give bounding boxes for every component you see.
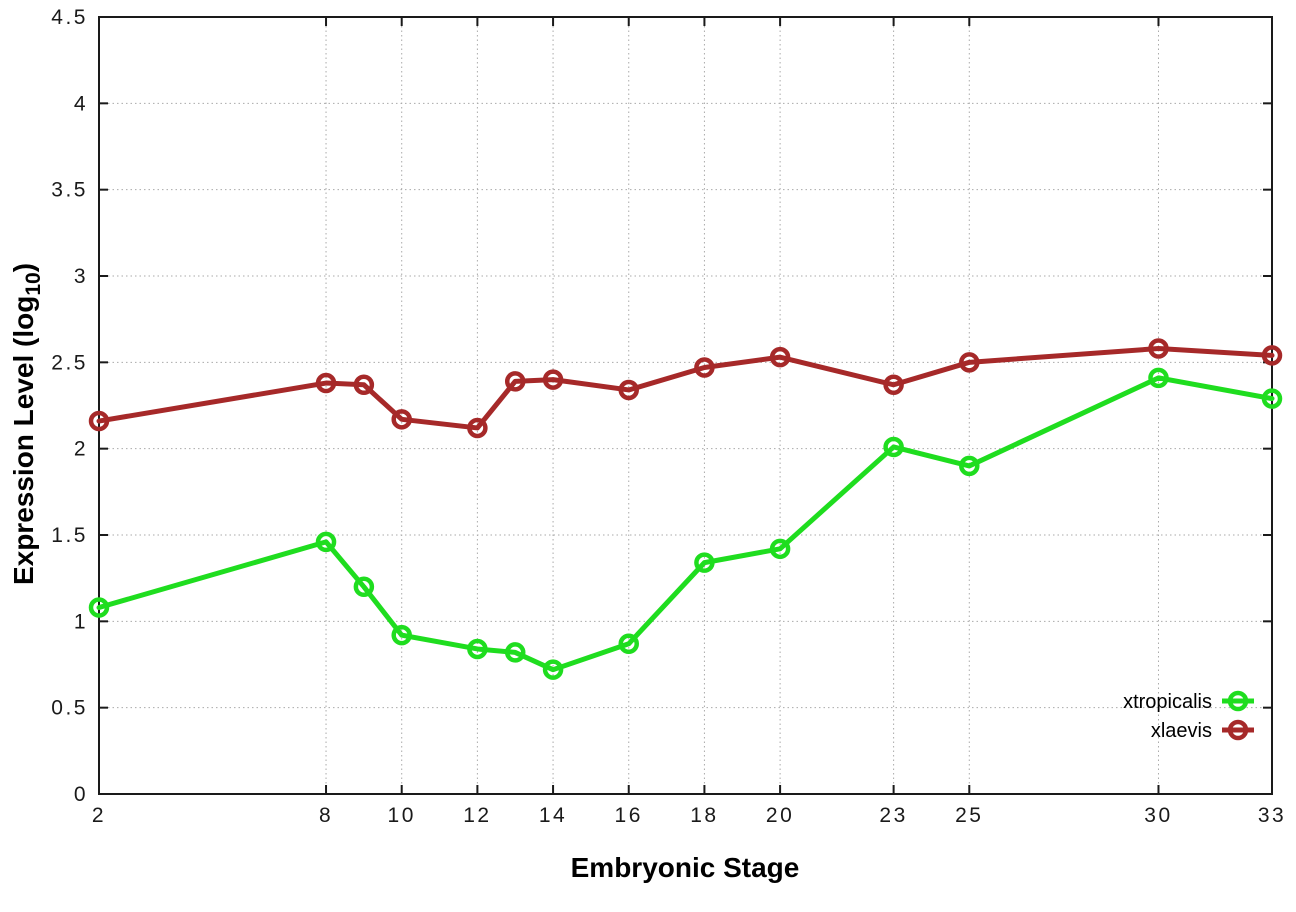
x-tick-label: 12 bbox=[463, 804, 491, 827]
y-tick-label: 3 bbox=[74, 265, 88, 288]
legend-marker-xtropicalis bbox=[1227, 690, 1249, 712]
data-point-xtropicalis bbox=[618, 633, 639, 655]
x-tick-label: 20 bbox=[766, 804, 794, 827]
data-point-xlaevis bbox=[353, 374, 375, 396]
y-tick-label: 1 bbox=[74, 610, 88, 633]
data-point-xtropicalis bbox=[1148, 367, 1169, 389]
data-point-xlaevis bbox=[694, 357, 715, 378]
data-point-xlaevis bbox=[883, 374, 904, 396]
x-tick-label: 23 bbox=[879, 804, 907, 827]
x-tick-label: 8 bbox=[319, 804, 333, 827]
data-point-xtropicalis bbox=[694, 552, 715, 573]
data-point-xlaevis bbox=[504, 371, 526, 392]
x-tick-label: 16 bbox=[615, 804, 643, 827]
y-tick-label: 0.5 bbox=[51, 697, 88, 720]
data-point-xlaevis bbox=[1148, 338, 1169, 359]
data-point-xtropicalis bbox=[88, 597, 110, 618]
data-point-xtropicalis bbox=[504, 642, 526, 663]
x-tick-label: 18 bbox=[690, 804, 718, 827]
x-tick-label: 33 bbox=[1258, 804, 1286, 827]
data-point-xlaevis bbox=[315, 372, 337, 394]
data-point-xtropicalis bbox=[353, 576, 375, 598]
data-point-xlaevis bbox=[542, 369, 564, 390]
x-tick-label: 10 bbox=[388, 804, 416, 827]
data-point-xtropicalis bbox=[1261, 388, 1283, 409]
x-tick-label: 2 bbox=[92, 804, 106, 827]
y-tick-label: 3.5 bbox=[51, 179, 88, 202]
y-tick-label: 4 bbox=[74, 92, 88, 115]
data-point-xlaevis bbox=[467, 417, 488, 439]
data-point-xtropicalis bbox=[883, 436, 904, 458]
data-point-xlaevis bbox=[959, 352, 980, 373]
data-point-xlaevis bbox=[391, 409, 412, 430]
x-axis-title: Embryonic Stage bbox=[571, 852, 800, 883]
data-point-xlaevis bbox=[618, 379, 639, 401]
x-tick-label: 30 bbox=[1144, 804, 1172, 827]
data-point-xtropicalis bbox=[542, 659, 564, 680]
y-tick-label: 2.5 bbox=[51, 351, 88, 374]
y-axis-title-suffix: ) bbox=[8, 263, 39, 272]
legend-label-xlaevis: xlaevis bbox=[1151, 720, 1212, 742]
y-axis-title-main: Expression Level (log bbox=[8, 296, 39, 585]
data-point-xtropicalis bbox=[467, 638, 488, 660]
data-point-xtropicalis bbox=[391, 624, 412, 646]
data-point-xlaevis bbox=[769, 346, 791, 368]
y-tick-label: 0 bbox=[74, 783, 88, 806]
x-tick-label: 14 bbox=[539, 804, 567, 827]
legend-marker-xlaevis bbox=[1227, 719, 1249, 741]
legend-label-xtropicalis: xtropicalis bbox=[1123, 691, 1212, 713]
data-point-xlaevis bbox=[1261, 345, 1283, 366]
y-tick-label: 1.5 bbox=[51, 524, 88, 547]
y-tick-label: 4.5 bbox=[51, 6, 88, 29]
y-axis-title-subscript: 10 bbox=[22, 272, 45, 295]
data-point-xtropicalis bbox=[959, 455, 980, 477]
y-tick-label: 2 bbox=[74, 438, 88, 461]
data-point-xtropicalis bbox=[769, 538, 791, 560]
data-point-xlaevis bbox=[88, 410, 110, 432]
data-point-xtropicalis bbox=[315, 531, 337, 553]
x-tick-label: 25 bbox=[955, 804, 983, 827]
y-axis-title: Expression Level (log10) bbox=[8, 263, 45, 585]
